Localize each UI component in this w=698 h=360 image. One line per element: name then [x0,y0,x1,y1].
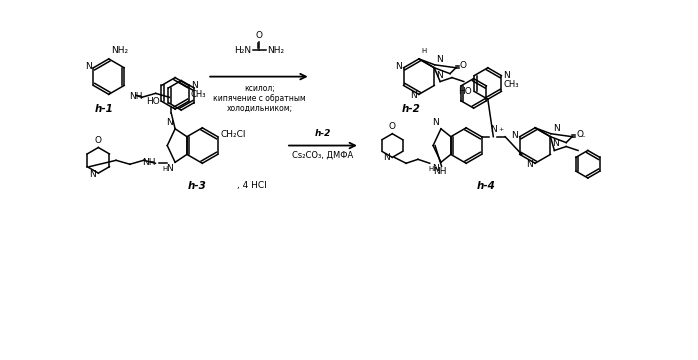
Text: N: N [432,164,439,173]
Text: кипячение с обратным: кипячение с обратным [213,94,306,103]
Text: N: N [191,81,198,90]
Text: NH₂: NH₂ [111,46,128,55]
Text: N: N [410,91,417,100]
Text: h-1: h-1 [94,104,113,114]
Text: h-2: h-2 [401,104,420,114]
Text: N: N [84,62,91,71]
Text: N: N [553,124,560,133]
Text: O: O [460,61,467,70]
Text: N: N [166,164,173,173]
Text: N: N [490,125,497,134]
Text: CH₃: CH₃ [191,90,206,99]
Text: N: N [552,139,559,148]
Text: NH₂: NH₂ [267,45,284,54]
Text: N: N [436,55,443,64]
Text: CH₂Cl: CH₂Cl [221,130,246,139]
Text: O: O [389,122,396,131]
Text: N: N [89,170,96,179]
Text: HO: HO [459,87,473,96]
Text: NH: NH [433,167,446,176]
Text: N: N [436,71,443,80]
Text: +: + [498,127,503,132]
Text: NH: NH [129,93,142,102]
Text: N: N [432,118,439,127]
Text: h-4: h-4 [477,181,496,191]
Text: N: N [166,118,173,127]
Text: CH₃: CH₃ [503,80,519,89]
Text: N: N [526,160,533,169]
Text: H: H [162,166,168,172]
Text: NH: NH [142,158,156,167]
Text: h-2: h-2 [314,129,331,138]
Text: холодильником;: холодильником; [226,104,292,113]
Text: HO: HO [146,97,160,106]
Text: O: O [256,31,263,40]
Text: , 4 HCl: , 4 HCl [237,181,267,190]
Text: N: N [503,71,510,80]
Text: h-3: h-3 [188,181,207,191]
Text: H: H [429,166,434,172]
Text: N: N [395,62,401,71]
Text: ⁻: ⁻ [580,134,585,143]
Text: ксилол;: ксилол; [244,85,275,94]
Text: O: O [576,130,583,139]
Text: Cs₂CO₃, ДМФА: Cs₂CO₃, ДМФА [292,150,353,159]
Text: H₂N: H₂N [235,45,251,54]
Text: N: N [384,153,390,162]
Text: N: N [511,131,518,140]
Text: O: O [95,136,102,145]
Text: H: H [422,48,427,54]
